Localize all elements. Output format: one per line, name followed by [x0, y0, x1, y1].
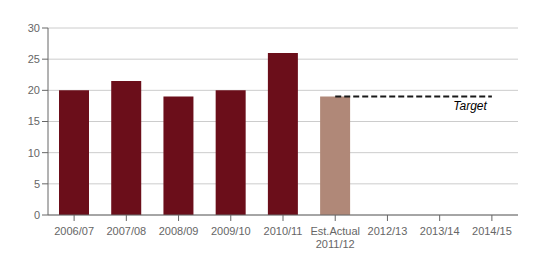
svg-text:2013/14: 2013/14 [420, 225, 460, 237]
svg-text:2006/07: 2006/07 [54, 225, 94, 237]
svg-text:20: 20 [28, 84, 40, 96]
svg-text:2009/10: 2009/10 [211, 225, 251, 237]
svg-text:10: 10 [28, 147, 40, 159]
svg-text:30: 30 [28, 22, 40, 34]
svg-text:15: 15 [28, 115, 40, 127]
svg-text:2007/08: 2007/08 [106, 225, 146, 237]
svg-text:0: 0 [34, 209, 40, 221]
svg-text:2010/11: 2010/11 [264, 225, 303, 237]
svg-text:2012/13: 2012/13 [368, 225, 408, 237]
svg-text:5: 5 [34, 178, 40, 190]
svg-text:2014/15: 2014/15 [472, 225, 512, 237]
svg-text:Target: Target [453, 99, 487, 113]
svg-text:2008/09: 2008/09 [159, 225, 199, 237]
svg-text:Est.Actual2011/12: Est.Actual2011/12 [310, 225, 360, 250]
svg-text:25: 25 [28, 53, 40, 65]
